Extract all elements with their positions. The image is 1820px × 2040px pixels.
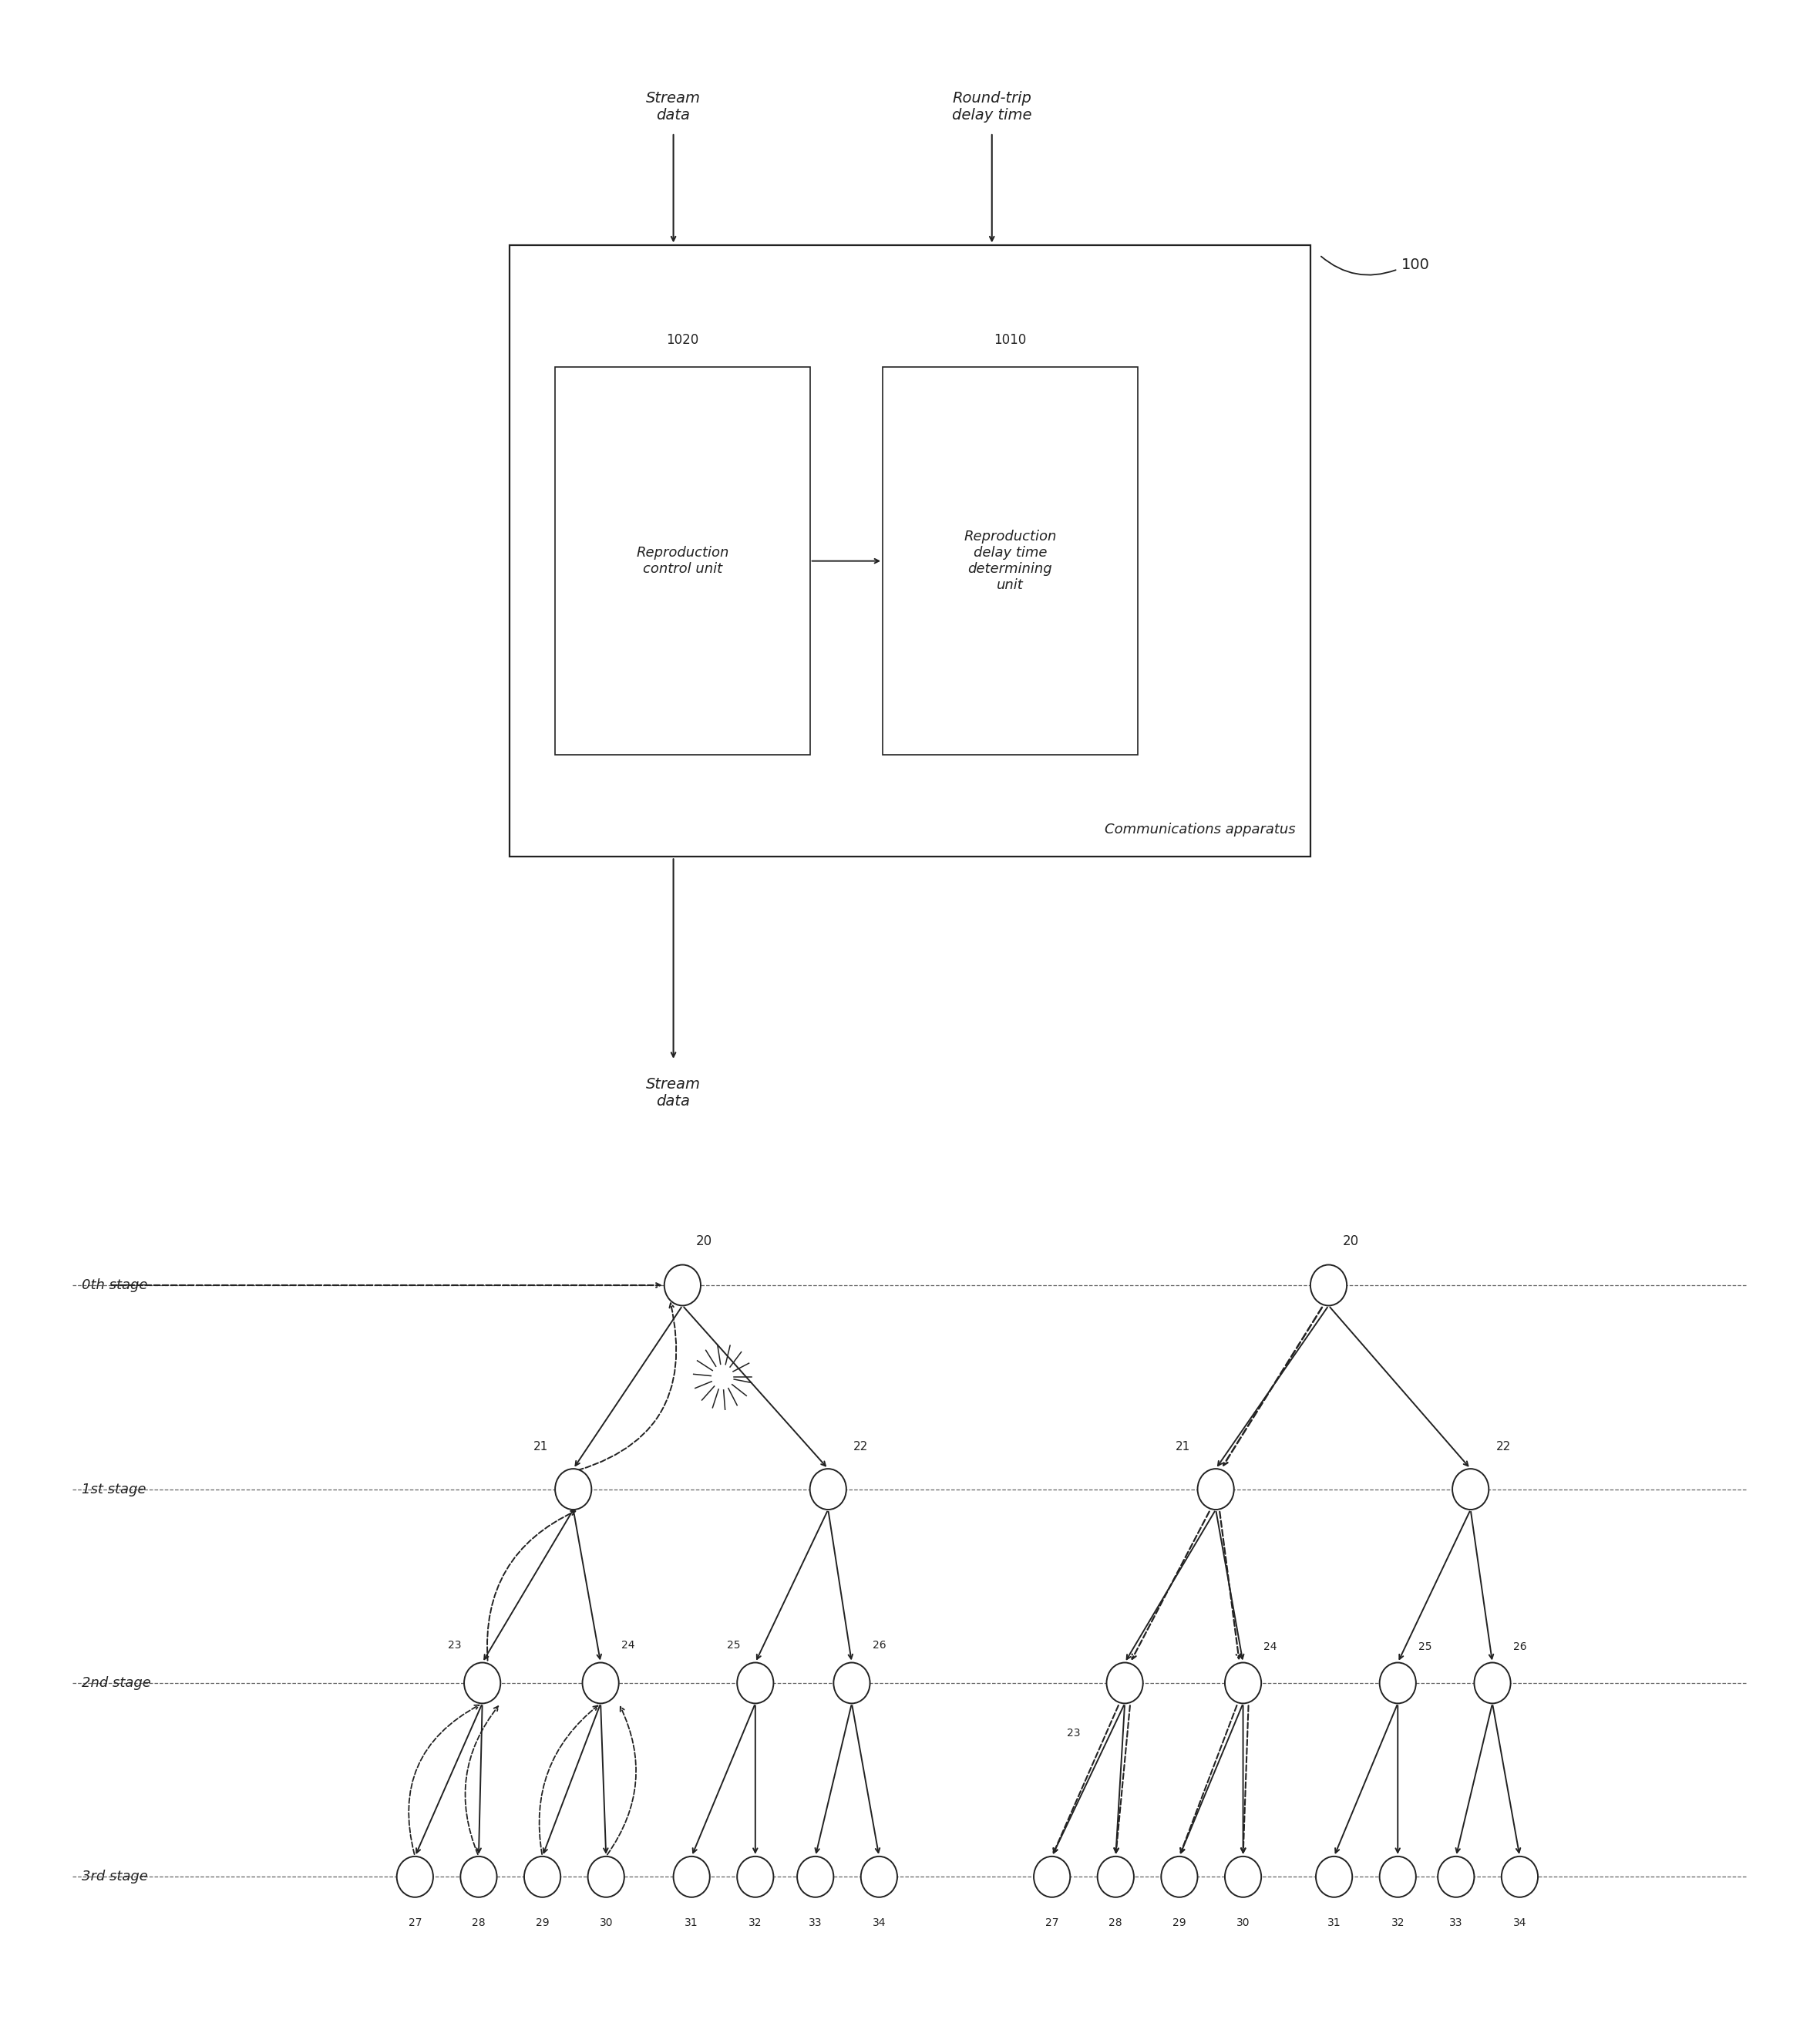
Circle shape xyxy=(1380,1663,1416,1703)
Text: 22: 22 xyxy=(1496,1440,1511,1452)
Circle shape xyxy=(1502,1856,1538,1897)
Text: 20: 20 xyxy=(697,1234,712,1248)
Text: 22: 22 xyxy=(854,1440,868,1452)
Circle shape xyxy=(673,1856,710,1897)
Circle shape xyxy=(1452,1469,1489,1510)
Circle shape xyxy=(737,1856,774,1897)
Text: 0th stage: 0th stage xyxy=(82,1279,147,1291)
Text: Communications apparatus: Communications apparatus xyxy=(1105,822,1296,836)
Circle shape xyxy=(1380,1856,1416,1897)
Text: 34: 34 xyxy=(1512,1918,1527,1928)
Text: Reproduction
control unit: Reproduction control unit xyxy=(637,547,728,575)
Circle shape xyxy=(1225,1663,1261,1703)
Text: 32: 32 xyxy=(748,1918,763,1928)
Circle shape xyxy=(737,1663,774,1703)
Circle shape xyxy=(1316,1856,1352,1897)
Text: 21: 21 xyxy=(533,1440,548,1452)
Text: 26: 26 xyxy=(872,1640,886,1650)
Circle shape xyxy=(861,1856,897,1897)
Text: Stream
data: Stream data xyxy=(646,92,701,122)
Circle shape xyxy=(810,1469,846,1510)
Text: 1020: 1020 xyxy=(666,333,699,347)
Text: 3rd stage: 3rd stage xyxy=(82,1871,147,1883)
Text: 30: 30 xyxy=(1236,1918,1250,1928)
Circle shape xyxy=(1161,1856,1198,1897)
Text: Reproduction
delay time
determining
unit: Reproduction delay time determining unit xyxy=(965,530,1056,592)
Text: 1010: 1010 xyxy=(994,333,1026,347)
Text: Stream
data: Stream data xyxy=(646,1077,701,1108)
Text: 31: 31 xyxy=(684,1918,699,1928)
Text: 20: 20 xyxy=(1343,1234,1358,1248)
Circle shape xyxy=(397,1856,433,1897)
Circle shape xyxy=(555,1469,592,1510)
Text: 30: 30 xyxy=(599,1918,613,1928)
Circle shape xyxy=(1438,1856,1474,1897)
Text: 29: 29 xyxy=(1172,1918,1187,1928)
Bar xyxy=(555,367,810,755)
Text: 34: 34 xyxy=(872,1918,886,1928)
Circle shape xyxy=(1198,1469,1234,1510)
Text: 33: 33 xyxy=(808,1918,823,1928)
Circle shape xyxy=(1474,1663,1511,1703)
Text: 33: 33 xyxy=(1449,1918,1463,1928)
Circle shape xyxy=(460,1856,497,1897)
Text: Round-trip
delay time: Round-trip delay time xyxy=(952,92,1032,122)
Bar xyxy=(883,367,1138,755)
Text: 28: 28 xyxy=(1108,1918,1123,1928)
Circle shape xyxy=(834,1663,870,1703)
Circle shape xyxy=(588,1856,624,1897)
Circle shape xyxy=(582,1663,619,1703)
Circle shape xyxy=(797,1856,834,1897)
Circle shape xyxy=(1225,1856,1261,1897)
Text: 21: 21 xyxy=(1176,1440,1190,1452)
Text: 31: 31 xyxy=(1327,1918,1341,1928)
Circle shape xyxy=(1310,1265,1347,1306)
Text: 24: 24 xyxy=(1263,1642,1278,1652)
Circle shape xyxy=(1107,1663,1143,1703)
Text: 26: 26 xyxy=(1512,1642,1527,1652)
Text: 24: 24 xyxy=(621,1640,635,1650)
Text: 25: 25 xyxy=(726,1640,741,1650)
Circle shape xyxy=(1034,1856,1070,1897)
Text: 23: 23 xyxy=(448,1640,462,1650)
Circle shape xyxy=(664,1265,701,1306)
Circle shape xyxy=(1097,1856,1134,1897)
Text: 100: 100 xyxy=(1401,257,1431,273)
Text: 28: 28 xyxy=(471,1918,486,1928)
Text: 29: 29 xyxy=(535,1918,550,1928)
Text: 2nd stage: 2nd stage xyxy=(82,1677,151,1689)
Text: 25: 25 xyxy=(1418,1642,1432,1652)
Text: 1st stage: 1st stage xyxy=(82,1483,146,1495)
Text: 27: 27 xyxy=(1045,1918,1059,1928)
Bar xyxy=(510,245,1310,857)
Text: 23: 23 xyxy=(1067,1728,1081,1738)
Text: 32: 32 xyxy=(1390,1918,1405,1928)
Circle shape xyxy=(524,1856,561,1897)
Text: 27: 27 xyxy=(408,1918,422,1928)
Circle shape xyxy=(464,1663,501,1703)
